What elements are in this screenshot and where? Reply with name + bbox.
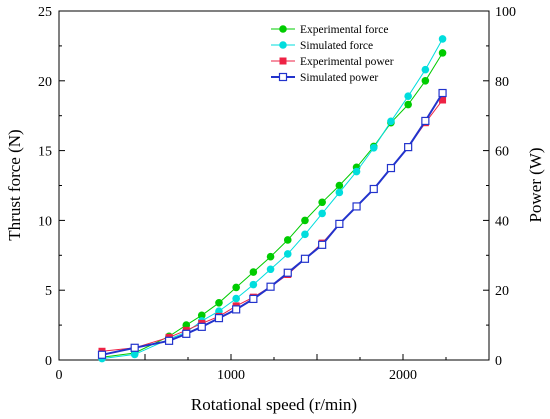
x-tick-label: 2000 [389,368,417,383]
data-point-simulated-force [421,65,430,74]
data-point-simulated-power [318,240,327,249]
y-left-tick-label: 0 [45,354,52,369]
data-point-simulated-force [318,209,326,218]
data-point-simulated-power [214,314,224,323]
data-point-simulated-power [300,254,310,263]
y-left-tick-label: 25 [38,5,52,20]
legend-marker-experimental-force [279,25,287,33]
data-point-simulated-force [130,350,139,359]
data-point-simulated-force [335,188,344,197]
data-point-simulated-power [197,322,206,331]
data-point-simulated-power [421,116,430,126]
y-left-tick-label: 20 [38,75,52,90]
data-point-experimental-power [439,96,447,104]
legend-marker-experimental-power [279,57,287,65]
data-point-experimental-force [301,216,309,225]
data-point-simulated-power [352,202,361,211]
y-axis-right-title: Power (W) [526,147,545,222]
legend-item-experimental-force: Experimental force [271,24,388,36]
data-point-simulated-force [283,250,292,258]
data-point-simulated-force [387,117,395,126]
data-point-simulated-force [404,92,412,100]
y-right-tick-label: 100 [495,5,516,20]
series-layer [97,35,447,363]
data-point-simulated-force [249,280,258,289]
legend-label-simulated-power: Simulated power [300,72,378,84]
y-right-tick-label: 0 [495,354,502,369]
y-right-tick-label: 60 [495,145,509,160]
data-point-experimental-force [266,252,275,261]
data-point-experimental-force [438,49,447,57]
y-left-tick-label: 10 [38,214,52,229]
series-line-simulated-power [101,92,444,356]
data-point-simulated-power [232,305,241,314]
x-axis-title: Rotational speed (r/min) [191,395,357,414]
data-point-simulated-force [369,144,378,152]
legend-label-experimental-force: Experimental force [300,24,388,36]
data-point-simulated-power [283,268,292,277]
data-point-experimental-force [232,283,240,292]
series-simulated-force [98,35,447,363]
x-tick-label: 0 [56,368,63,383]
data-point-simulated-power [97,350,107,359]
data-point-simulated-power [386,163,396,173]
data-point-simulated-power [182,329,191,338]
series-line-experimental-force [101,52,444,358]
legend-item-simulated-force: Simulated force [271,40,373,52]
series-line-experimental-power [101,99,443,352]
legend-marker-simulated-power [278,72,288,82]
data-point-simulated-force [301,230,309,239]
data-point-simulated-power [164,336,174,345]
data-point-simulated-force [352,167,361,176]
data-point-experimental-force [197,311,206,320]
y-left-tick-label: 15 [38,145,52,160]
legend-label-simulated-force: Simulated force [300,40,373,52]
data-point-simulated-power [335,219,344,228]
series-simulated-power [97,88,447,359]
ticks-layer: 0 1000 2000 0 5 10 15 20 25 0 20 40 60 80 100 [38,5,516,383]
legend: Experimental force Simulated force Exper… [271,24,394,84]
data-point-simulated-power [369,184,378,194]
data-point-simulated-power [266,282,275,291]
data-point-experimental-force [318,198,326,207]
series-experimental-force [98,49,447,362]
plot-frame [58,10,490,361]
y-axis-left-title: Thrust force (N) [5,129,24,240]
legend-label-experimental-power: Experimental power [300,56,394,68]
data-point-simulated-power [438,88,447,98]
data-point-simulated-force [438,35,447,43]
data-point-simulated-power [130,343,139,352]
y-right-tick-label: 80 [495,75,509,90]
series-experimental-power [98,96,447,355]
legend-item-experimental-power: Experimental power [271,56,394,68]
data-point-experimental-force [421,77,430,85]
data-point-simulated-power [249,294,258,304]
y-right-tick-label: 20 [495,284,509,299]
y-right-tick-label: 40 [495,214,509,229]
data-point-experimental-force [283,236,292,244]
data-point-experimental-force [249,268,258,276]
data-point-simulated-power [404,143,413,152]
legend-marker-simulated-force [279,41,287,49]
data-point-experimental-force [404,100,412,109]
data-point-simulated-force [266,265,275,274]
data-point-simulated-force [232,294,240,303]
series-line-simulated-force [101,38,444,360]
y-left-tick-label: 5 [45,284,52,299]
data-point-experimental-force [215,298,223,307]
x-tick-label: 1000 [217,368,245,383]
legend-item-simulated-power: Simulated power [271,72,378,84]
data-point-experimental-force [335,181,344,190]
